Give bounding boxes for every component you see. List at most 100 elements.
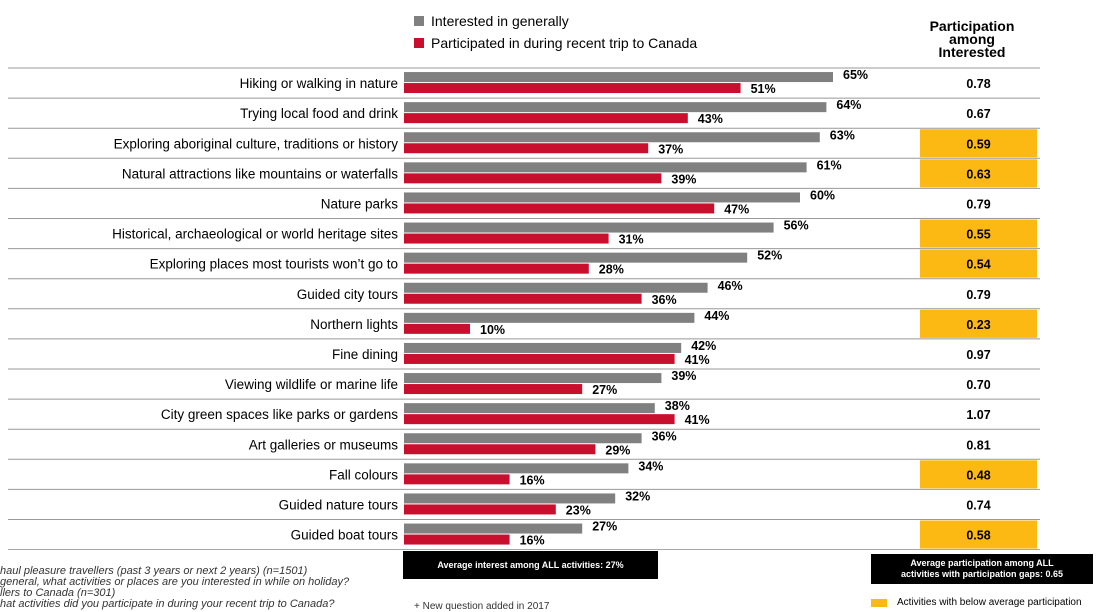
value-label-interest: 36% <box>652 429 677 443</box>
ratio-value: 0.23 <box>966 318 990 332</box>
value-label-interest: 52% <box>757 249 782 263</box>
value-label-interest: 44% <box>704 309 729 323</box>
value-label-interest: 65% <box>843 68 868 82</box>
bar-interest <box>404 403 655 414</box>
value-label-interest: 63% <box>830 128 855 142</box>
ratio-value: 0.67 <box>966 107 990 121</box>
footnote-line-4: hat activities did you participate in du… <box>0 598 335 610</box>
bar-participation <box>404 233 609 244</box>
bar-interest <box>404 162 807 173</box>
ratio-highlight <box>920 460 1037 489</box>
bar-participation <box>404 474 510 485</box>
category-label: Natural attractions like mountains or wa… <box>122 166 398 181</box>
value-label-participation: 16% <box>520 534 545 548</box>
bar-participation <box>404 143 649 154</box>
bar-participation <box>404 323 470 334</box>
ratio-value: 0.97 <box>966 348 990 362</box>
bar-participation <box>404 293 642 304</box>
ratio-value: 0.79 <box>966 197 990 211</box>
bar-participation <box>404 353 675 364</box>
value-label-participation: 16% <box>520 473 545 487</box>
bar-interest <box>404 102 827 113</box>
ratio-column-header: Participation among Interested <box>908 18 1036 59</box>
ratio-value: 0.63 <box>966 167 990 181</box>
bar-interest <box>404 222 774 233</box>
value-label-interest: 42% <box>691 339 716 353</box>
value-label-interest: 61% <box>817 158 842 172</box>
category-label: Art galleries or museums <box>249 437 399 452</box>
bar-participation <box>404 384 583 395</box>
ratio-highlight <box>920 249 1037 278</box>
legend-swatch-participation <box>414 38 424 48</box>
bar-interest <box>404 312 695 323</box>
value-label-interest: 46% <box>718 279 743 293</box>
bar-interest <box>404 72 833 83</box>
ratio-highlight <box>920 309 1037 338</box>
bar-interest <box>404 463 629 474</box>
value-label-interest: 60% <box>810 188 835 202</box>
value-label-participation: 23% <box>566 503 591 517</box>
bar-interest <box>404 342 682 353</box>
value-label-participation: 28% <box>599 263 624 277</box>
ratio-highlight <box>920 219 1037 248</box>
category-label: Exploring aboriginal culture, traditions… <box>114 136 399 151</box>
value-label-participation: 27% <box>592 383 617 397</box>
bar-interest <box>404 493 616 504</box>
highlight-legend-label: Activities with below average participat… <box>897 597 1082 608</box>
ratio-header-line-1: Participation <box>929 18 1015 34</box>
average-interest-box: Average interest among ALL activities: 2… <box>403 551 658 579</box>
bar-interest <box>404 373 662 384</box>
category-label: Hiking or walking in nature <box>240 76 398 91</box>
category-label: Guided city tours <box>297 287 399 302</box>
ratio-highlight <box>920 520 1037 549</box>
category-label: Trying local food and drink <box>240 106 398 121</box>
ratio-value: 0.48 <box>966 468 990 482</box>
category-label: Fall colours <box>329 467 398 482</box>
value-label-participation: 43% <box>698 112 723 126</box>
bar-participation <box>404 83 741 94</box>
category-label: Guided boat tours <box>291 528 399 543</box>
new-question-note: + New question added in 2017 <box>414 601 550 612</box>
ratio-value: 0.54 <box>966 258 990 272</box>
category-label: Exploring places most tourists won’t go … <box>150 257 398 272</box>
legend-label-participation: Participated in during recent trip to Ca… <box>431 35 698 51</box>
value-label-interest: 39% <box>671 369 696 383</box>
bar-participation <box>404 534 510 545</box>
category-label: Viewing wildlife or marine life <box>225 377 398 392</box>
category-label: City green spaces like parks or gardens <box>161 407 398 422</box>
legend-item-interest: Interested in generally <box>414 10 697 32</box>
value-label-participation: 47% <box>724 202 749 216</box>
value-label-interest: 38% <box>665 399 690 413</box>
ratio-value: 0.70 <box>966 378 990 392</box>
legend-swatch-interest <box>414 16 424 26</box>
bar-chart: Hiking or walking in nature 65% 51% 0.78 Try… <box>8 67 1040 550</box>
value-label-interest: 34% <box>638 459 663 473</box>
category-label: Fine dining <box>332 347 398 362</box>
value-label-participation: 39% <box>671 172 696 186</box>
legend-item-participation: Participated in during recent trip to Ca… <box>414 32 697 54</box>
bar-interest <box>404 282 708 293</box>
bar-participation <box>404 113 688 124</box>
ratio-value: 0.79 <box>966 288 990 302</box>
value-label-interest: 27% <box>592 520 617 534</box>
footnote-line-1: haul pleasure travellers (past 3 years o… <box>0 565 308 577</box>
bar-participation <box>404 173 662 184</box>
bar-participation <box>404 203 715 214</box>
category-label: Guided nature tours <box>279 497 399 512</box>
value-label-participation: 41% <box>685 413 710 427</box>
value-label-participation: 36% <box>652 293 677 307</box>
bar-interest <box>404 132 820 143</box>
value-label-participation: 37% <box>658 142 683 156</box>
footnote-line-2: general, what activities or places are y… <box>0 576 350 588</box>
ratio-value: 0.74 <box>966 498 990 512</box>
bar-participation <box>404 444 596 455</box>
ratio-value: 0.58 <box>966 529 990 543</box>
ratio-value: 0.78 <box>966 77 990 91</box>
category-label: Nature parks <box>321 196 399 211</box>
footnote-line-3: llers to Canada (n=301) <box>0 587 116 599</box>
average-participation-line-2: activities with participation gaps: 0.65 <box>900 569 1064 579</box>
average-interest-text: Average interest among ALL activities: 2… <box>437 560 624 570</box>
value-label-participation: 31% <box>619 233 644 247</box>
highlight-legend: Activities with below average participat… <box>871 597 1082 608</box>
bar-participation <box>404 504 556 515</box>
